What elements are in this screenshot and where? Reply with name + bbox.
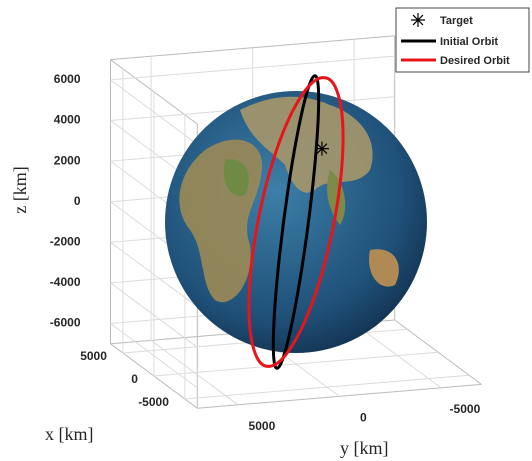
z-tick-label: 4000 bbox=[54, 113, 81, 127]
orbit-line bbox=[271, 74, 321, 370]
x-tick-label: 0 bbox=[131, 372, 138, 386]
z-tick-label: 2000 bbox=[54, 153, 81, 167]
y-tick-label: 5000 bbox=[249, 419, 276, 433]
x-tick-label: 5000 bbox=[80, 349, 107, 363]
x-axis-label: x [km] bbox=[45, 424, 94, 444]
plot-area bbox=[247, 74, 345, 370]
z-tick-label: -2000 bbox=[50, 234, 81, 248]
grid-line bbox=[353, 322, 442, 389]
grid-line bbox=[150, 339, 239, 406]
target-marker bbox=[411, 13, 425, 27]
target-marker bbox=[314, 141, 329, 156]
z-tick-label: -4000 bbox=[50, 275, 81, 289]
x-tick-label: -5000 bbox=[138, 395, 169, 409]
legend-label: Target bbox=[440, 15, 473, 27]
y-axis-label: y [km] bbox=[340, 438, 389, 458]
orbit-line bbox=[247, 76, 345, 368]
legend-label: Initial Orbit bbox=[440, 36, 498, 48]
z-tick-label: 0 bbox=[74, 194, 81, 208]
y-tick-label: -5000 bbox=[450, 402, 481, 416]
y-tick-label: 0 bbox=[360, 410, 367, 424]
z-axis-label: z [km] bbox=[10, 166, 30, 213]
legend: Target Initial Orbit Desired Orbit bbox=[395, 7, 530, 73]
earth bbox=[165, 91, 427, 353]
z-tick-label: 6000 bbox=[54, 72, 81, 86]
legend-label: Desired Orbit bbox=[440, 55, 510, 67]
box-edge bbox=[197, 383, 482, 409]
z-tick-label: -6000 bbox=[50, 316, 81, 330]
box-edge bbox=[110, 35, 395, 61]
